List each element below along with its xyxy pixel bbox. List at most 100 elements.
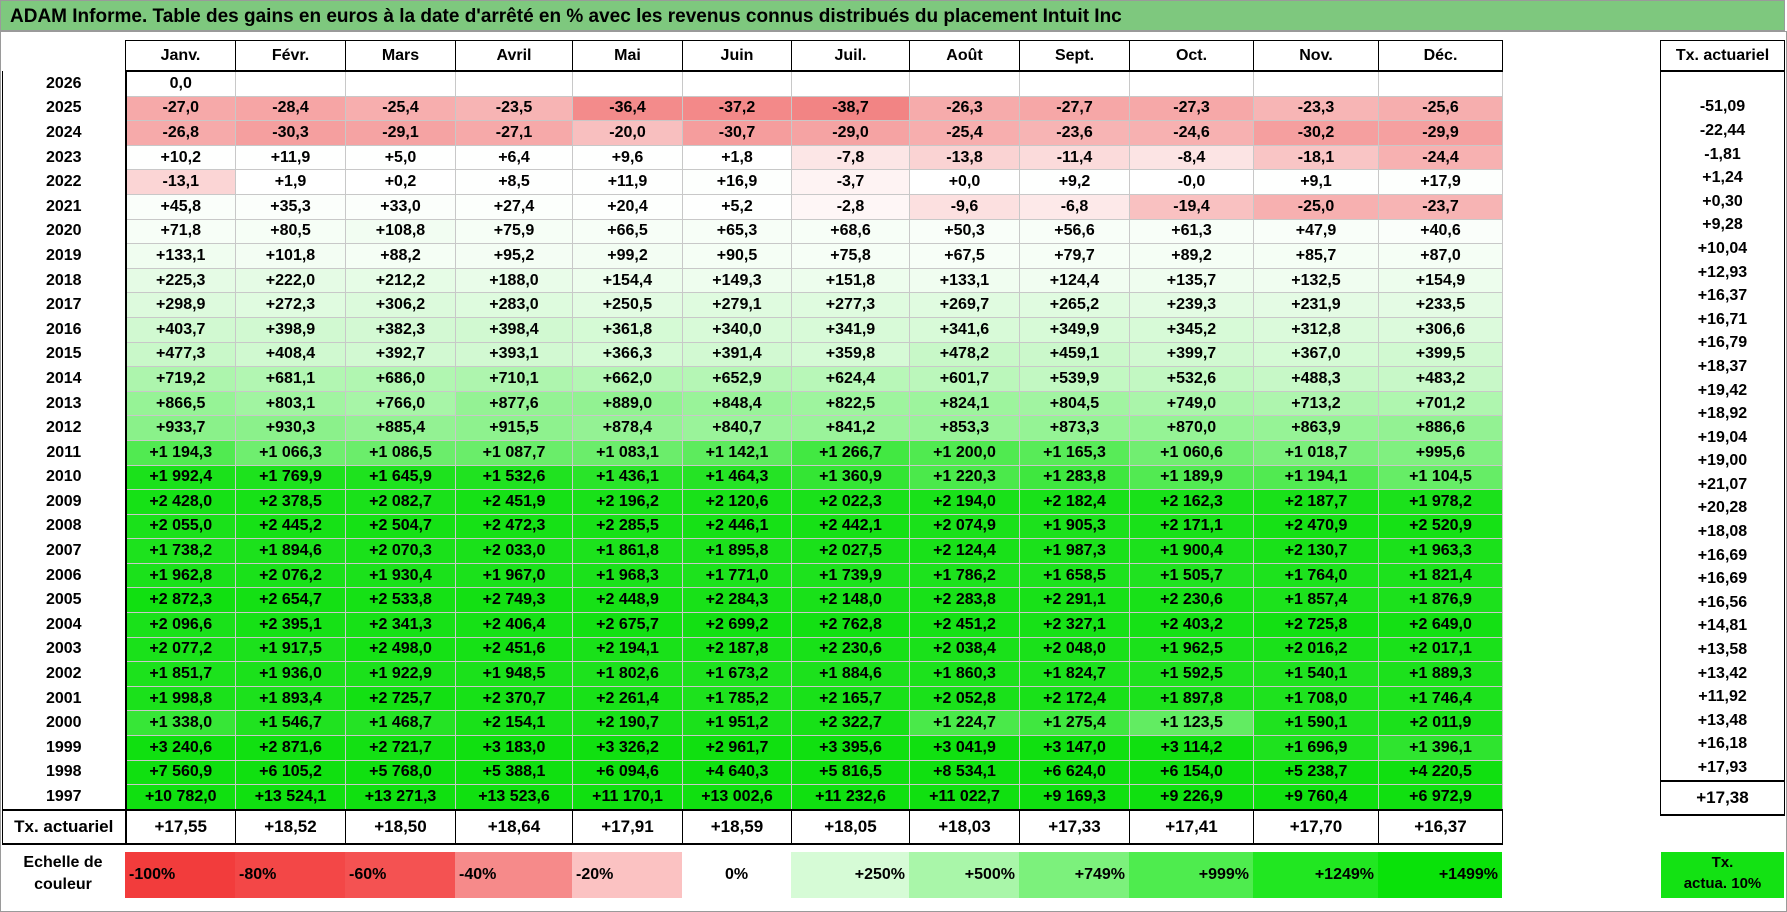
gain-cell: +5 816,5 <box>791 759 910 786</box>
gain-cell: +2 070,3 <box>345 538 456 564</box>
color-scale-swatch: +1499% <box>1378 852 1502 898</box>
gain-cell: +9,2 <box>1019 169 1130 195</box>
gain-cell: +71,8 <box>125 218 236 245</box>
gain-cell: +2 675,7 <box>572 612 683 638</box>
gain-cell: +1 283,8 <box>1019 464 1130 491</box>
report-title: ADAM Informe. Table des gains en euros à… <box>0 0 1785 31</box>
gain-cell: +9 169,3 <box>1019 784 1130 811</box>
gain-cell: -37,2 <box>682 95 792 122</box>
gain-cell: +824,1 <box>909 390 1020 417</box>
gain-cell: +2 096,6 <box>125 612 236 638</box>
gain-cell: +108,8 <box>345 218 456 245</box>
monthly-actuarial-rate: +17,91 <box>572 809 683 845</box>
gain-cell: +1 897,8 <box>1129 685 1254 712</box>
actuarial-rate-cell: -22,44 <box>1660 119 1785 143</box>
gain-cell: +2 033,0 <box>455 538 573 564</box>
gain-cell: +930,3 <box>235 415 346 441</box>
year-label: 2009 <box>2 489 127 515</box>
gain-cell: +17,9 <box>1378 169 1503 195</box>
gain-cell: +848,4 <box>682 390 792 417</box>
actuarial-rate-cell: +16,71 <box>1660 307 1785 332</box>
gain-cell: +2 148,0 <box>791 587 910 614</box>
gain-cell: +1 436,1 <box>572 464 683 491</box>
year-label: 2001 <box>2 686 127 711</box>
month-header: Mai <box>572 40 683 72</box>
gain-cell: +47,9 <box>1253 218 1379 245</box>
gain-cell: +2 395,1 <box>235 612 346 638</box>
gain-cell: +2 762,8 <box>791 612 910 638</box>
actuarial-rate-cell: +12,93 <box>1660 260 1785 285</box>
gain-cell: +2 322,7 <box>791 710 910 737</box>
actuarial-rate-cell: +16,18 <box>1660 732 1785 757</box>
gain-cell: +1 505,7 <box>1129 562 1254 589</box>
gain-cell: +11 022,7 <box>909 784 1020 811</box>
gain-cell: +2 187,8 <box>682 636 792 663</box>
month-header: Juil. <box>791 40 910 72</box>
gain-cell: +2 749,3 <box>455 587 573 614</box>
gain-cell: +45,8 <box>125 193 236 220</box>
gain-cell: +804,5 <box>1019 390 1130 417</box>
gain-cell: +8,5 <box>455 169 573 195</box>
gain-cell: +1 066,3 <box>235 439 346 466</box>
gain-cell: +1 992,4 <box>125 464 236 491</box>
gain-cell: +2 171,1 <box>1129 513 1254 540</box>
gain-cell: +101,8 <box>235 243 346 269</box>
actuarial-rate-body: -51,09 -22,44 -1,81 +1,24 +0,30 +9,28 +10,04 +1… <box>1660 71 1785 816</box>
actuarial-rate-cell: +17,93 <box>1660 756 1785 782</box>
gain-cell: +6 094,6 <box>572 759 683 786</box>
gain-cell: +1 532,6 <box>455 464 573 491</box>
gain-cell: +1 851,7 <box>125 661 236 687</box>
gain-cell: +662,0 <box>572 366 683 392</box>
gain-cell: +349,9 <box>1019 316 1130 343</box>
gain-cell: +2 285,5 <box>572 513 683 540</box>
gain-cell: +222,0 <box>235 267 346 294</box>
actuarial-rate-cell: -51,09 <box>1660 95 1785 120</box>
gain-cell: -28,4 <box>235 95 346 122</box>
color-scale-label: Echelle de couleur <box>23 854 103 893</box>
year-label: 1999 <box>2 735 127 761</box>
gain-cell: -3,7 <box>791 169 910 195</box>
gain-cell: +80,5 <box>235 218 346 245</box>
gain-cell: -27,7 <box>1019 95 1130 122</box>
gain-cell: -8,4 <box>1129 144 1254 171</box>
year-row: 2018 +225,3 +222,0 +212,2 +188,0 +154,4 +149,3… <box>2 267 1503 294</box>
year-row: 2004 +2 096,6 +2 395,1 +2 341,3 +2 406,4 +2 6… <box>2 612 1503 638</box>
gain-cell: +1 200,0 <box>909 439 1020 466</box>
color-scale-swatch: +250% <box>791 852 909 898</box>
gain-cell: +1 083,1 <box>572 439 683 466</box>
gain-cell: +392,7 <box>345 341 456 368</box>
gain-cell: +135,7 <box>1129 267 1254 294</box>
gain-cell: -20,0 <box>572 120 683 146</box>
gain-cell: +1 771,0 <box>682 562 792 589</box>
year-label: 2019 <box>2 243 127 269</box>
gain-cell: +4 220,5 <box>1378 759 1503 786</box>
gain-cell: +601,7 <box>909 366 1020 392</box>
actuarial-rate-cell: +19,42 <box>1660 378 1785 403</box>
color-scale-swatch: -100% <box>125 852 235 898</box>
gain-cell: +279,1 <box>682 292 792 318</box>
gain-cell: +2 451,6 <box>455 636 573 663</box>
gain-cell: +2 520,9 <box>1378 513 1503 540</box>
gain-cell: +1 540,1 <box>1253 661 1379 687</box>
gain-cell: +5,2 <box>682 193 792 220</box>
gain-cell: -30,2 <box>1253 120 1379 146</box>
gain-cell: +340,0 <box>682 316 792 343</box>
gain-cell: +6 624,0 <box>1019 759 1130 786</box>
actuarial-rate-cell: +18,37 <box>1660 355 1785 379</box>
monthly-actuarial-rate: +16,37 <box>1378 809 1503 845</box>
gain-cell: +2 472,3 <box>455 513 573 540</box>
gain-cell: +2 470,9 <box>1253 513 1379 540</box>
gain-cell: -13,8 <box>909 144 1020 171</box>
year-label: 1997 <box>2 784 127 811</box>
gain-cell: +1 746,4 <box>1378 685 1503 712</box>
year-row: 2015 +477,3 +408,4 +392,7 +393,1 +366,3 +391,4… <box>2 341 1503 368</box>
gain-cell: +90,5 <box>682 243 792 269</box>
gain-cell: +133,1 <box>125 243 236 269</box>
gain-cell: +272,3 <box>235 292 346 318</box>
gain-cell: +686,0 <box>345 366 456 392</box>
gain-cell: +870,0 <box>1129 415 1254 441</box>
gain-cell: +2 038,4 <box>909 636 1020 663</box>
gain-cell: +27,4 <box>455 193 573 220</box>
gain-cell: +65,3 <box>682 218 792 245</box>
gain-cell: +1 998,8 <box>125 685 236 712</box>
